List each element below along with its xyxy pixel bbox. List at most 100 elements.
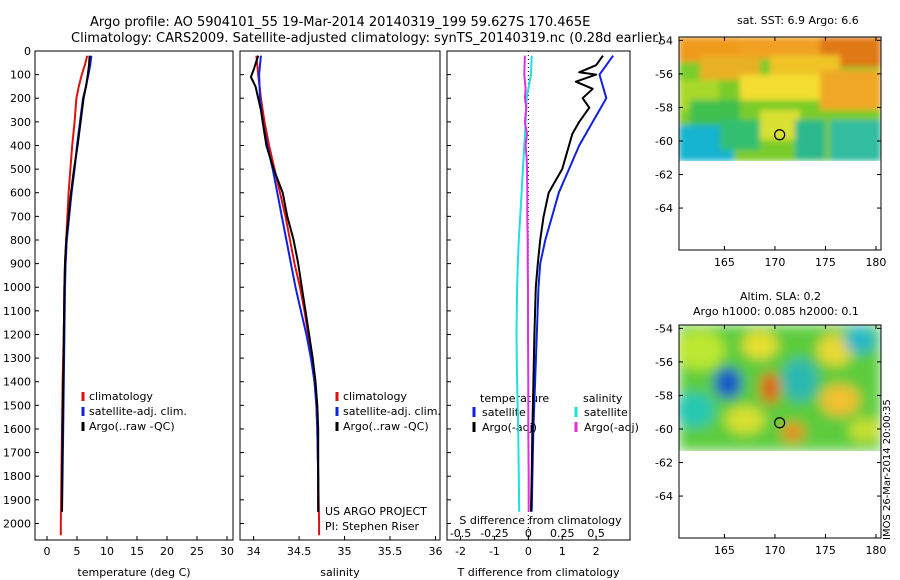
sst_map-x-tick-label: 165 <box>714 256 735 269</box>
project-label: US ARGO PROJECT <box>325 505 427 518</box>
y-tick-label: 800 <box>10 234 31 247</box>
sla_map-y-tick-label: -64 <box>655 490 673 503</box>
sst_map-y-tick-label: -58 <box>655 101 673 114</box>
top-tick-label: 0 <box>525 527 532 540</box>
sst_map-x-tick-label: 170 <box>764 256 785 269</box>
top-tick-label: -0.25 <box>480 527 508 540</box>
y-tick-label: 1400 <box>3 376 31 389</box>
chart-marks <box>59 51 786 540</box>
y-tick-label: 2000 <box>3 517 31 530</box>
y-tick-label: 400 <box>10 139 31 152</box>
y-tick-label: 1200 <box>3 328 31 341</box>
pi-label: PI: Stephen Riser <box>325 520 420 533</box>
difference-x-tick-label: -1 <box>489 545 500 558</box>
sst_map-x-tick-label: 180 <box>865 256 886 269</box>
sst-map-field <box>679 37 881 161</box>
temperature-line-argo-raw-qc- <box>61 55 91 512</box>
sst_map-y-tick-label: -60 <box>655 135 673 148</box>
sla_map-frame <box>678 324 882 539</box>
y-tick-label: 100 <box>10 69 31 82</box>
difference-line-salinity-argo-adj- <box>523 55 530 512</box>
difference-frame <box>446 50 631 541</box>
top-tick-label: 0.5 <box>587 527 605 540</box>
temperature-x-tick-label: 20 <box>160 545 174 558</box>
temperature-frame <box>34 50 234 541</box>
sst_map-frame <box>678 36 882 251</box>
diff-legend-label: Argo(-adj) <box>584 421 639 434</box>
sla_map-x-tick-label: 175 <box>815 544 836 557</box>
legend-temperature-title: temperature <box>480 392 549 405</box>
top-tick-label: -0.5 <box>450 527 471 540</box>
figure-title-line2: Climatology: CARS2009. Satellite-adjuste… <box>71 31 663 46</box>
sla_map-y-tick-label: -60 <box>655 423 673 436</box>
sla_map-y-tick-label: -54 <box>655 322 673 335</box>
sst_map-x-tick-label: 175 <box>815 256 836 269</box>
difference-line-temperature-argo-adj- <box>530 55 604 512</box>
sla-map-title-line1: Altim. SLA: 0.2 <box>740 290 821 303</box>
salinity-frame <box>239 50 441 541</box>
temperature-x-tick-label: 10 <box>100 545 114 558</box>
salinity-line-satellite-adj-clim- <box>258 55 320 512</box>
temperature-line-satellite-adj-clim- <box>61 55 93 512</box>
sla_map-x-tick-label: 180 <box>865 544 886 557</box>
difference-x-tick-label: 0 <box>525 545 532 558</box>
difference-x-tick-label: 2 <box>593 545 600 558</box>
y-tick-label: 1300 <box>3 352 31 365</box>
y-tick-label: 900 <box>10 258 31 271</box>
sst-map-title: sat. SST: 6.9 Argo: 6.6 <box>737 14 859 27</box>
salinity-legend-label: satellite-adj. clim. <box>343 405 441 418</box>
salinity-line-climatology <box>255 55 321 536</box>
sst_map-y-tick-label: -64 <box>655 202 673 215</box>
salinity-x-tick-label: 34.5 <box>287 545 312 558</box>
sst_map-profile-marker <box>774 129 786 141</box>
y-tick-label: 1700 <box>3 447 31 460</box>
sla_map-y-tick-label: -62 <box>655 457 673 470</box>
sla-map-title-line2: Argo h1000: 0.085 h2000: 0.1 <box>693 305 859 318</box>
temperature-x-tick-label: 15 <box>130 545 144 558</box>
sst_map-y-tick-label: -56 <box>655 68 673 81</box>
date-stamp: IMOS 26-Mar-2014 20:00:35 <box>882 399 893 540</box>
salinity-x-tick-label: 35.5 <box>378 545 403 558</box>
y-tick-label: 500 <box>10 163 31 176</box>
y-tick-label: 1000 <box>3 281 31 294</box>
legend-salinity-title: salinity <box>583 392 623 405</box>
salinity-line-argo-raw-qc- <box>249 55 320 512</box>
temperature-legend-label: satellite-adj. clim. <box>89 405 187 418</box>
salinity-x-tick-label: 35 <box>338 545 352 558</box>
temperature-x-tick-label: 30 <box>220 545 234 558</box>
sla_map-y-tick-label: -58 <box>655 389 673 402</box>
diff-legend-label: Argo(-adj) <box>482 421 537 434</box>
salinity-legend-label: Argo(..raw -QC) <box>343 420 429 433</box>
y-tick-label: 600 <box>10 187 31 200</box>
difference-x-axis-label: T difference from climatology <box>457 566 620 579</box>
temperature-x-tick-label: 5 <box>74 545 81 558</box>
top-axis-label: S difference from climatology <box>459 514 622 527</box>
y-tick-label: 1800 <box>3 470 31 483</box>
salinity-x-axis-label: salinity <box>320 566 360 579</box>
salinity-x-tick-label: 34 <box>247 545 261 558</box>
sst_map-y-tick-label: -54 <box>655 34 673 47</box>
difference-x-tick-label: -2 <box>455 545 466 558</box>
temperature-x-tick-label: 25 <box>190 545 204 558</box>
diff-legend-label: satellite <box>482 406 526 419</box>
temperature-x-axis-label: temperature (deg C) <box>77 566 190 579</box>
y-tick-label: 0 <box>24 45 31 58</box>
y-tick-label: 1900 <box>3 494 31 507</box>
sla_map-profile-marker <box>774 417 786 429</box>
y-tick-label: 1100 <box>3 305 31 318</box>
difference-x-tick-label: 1 <box>559 545 566 558</box>
y-tick-label: 200 <box>10 92 31 105</box>
map-panels <box>679 37 881 451</box>
y-tick-label: 1500 <box>3 399 31 412</box>
sst_map-y-tick-label: -62 <box>655 169 673 182</box>
temperature-x-tick-label: 0 <box>44 545 51 558</box>
salinity-x-tick-label: 36 <box>428 545 442 558</box>
difference-line-temperature-satellite <box>530 55 614 512</box>
sla_map-x-tick-label: 170 <box>764 544 785 557</box>
temperature-legend-label: climatology <box>89 390 153 403</box>
sla-map-field <box>679 325 881 451</box>
y-tick-label: 1600 <box>3 423 31 436</box>
salinity-legend-label: climatology <box>343 390 407 403</box>
diff-legend-label: satellite <box>584 406 628 419</box>
